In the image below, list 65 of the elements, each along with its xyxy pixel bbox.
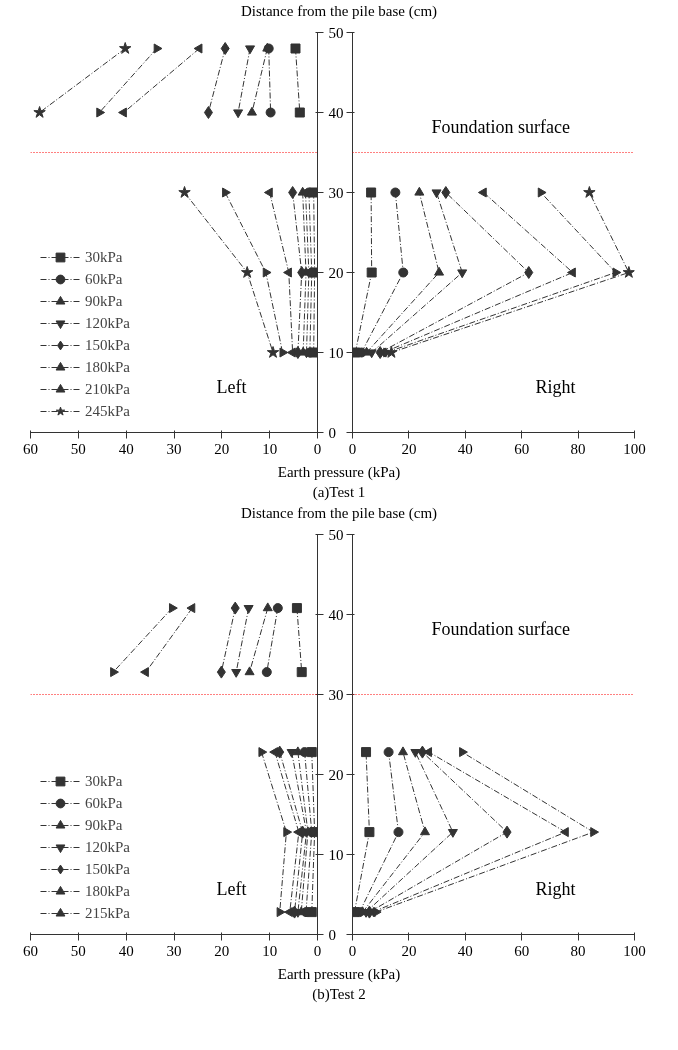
x-tick-label: 50 — [70, 440, 86, 457]
legend-label: 210kPa — [85, 379, 130, 399]
annotation: Foundation surface — [431, 618, 570, 639]
x-tick-label: 60 — [514, 942, 530, 959]
legend-label: 180kPa — [85, 881, 130, 901]
x-tick-label: 100 — [623, 440, 646, 457]
legend-label: 30kPa — [85, 771, 123, 791]
legend-label: 150kPa — [85, 859, 130, 879]
x-tick-label: 20 — [214, 440, 230, 457]
y-tick-label: 50 — [328, 526, 344, 543]
annotation: Left — [216, 878, 247, 899]
x-tick-label: 50 — [70, 942, 86, 959]
legend-label: 120kPa — [85, 837, 130, 857]
x-tick-label: 60 — [23, 440, 38, 457]
legend-label: 60kPa — [85, 793, 123, 813]
x-tick-label: 40 — [118, 440, 134, 457]
y-tick-label: 20 — [328, 264, 344, 281]
x-tick-label: 40 — [457, 942, 473, 959]
x-tick-label: 60 — [514, 440, 530, 457]
y-tick-label: 40 — [328, 104, 344, 121]
legend-label: 180kPa — [85, 357, 130, 377]
y-tick-label: 20 — [328, 766, 344, 783]
x-tick-label: 20 — [401, 942, 417, 959]
x-tick-label: 30 — [166, 440, 182, 457]
x-tick-label: 80 — [570, 942, 586, 959]
y-axis-title: Distance from the pile base (cm) — [240, 2, 438, 21]
x-tick-label: 0 — [348, 440, 357, 457]
x-tick-label: 80 — [570, 440, 586, 457]
legend-label: 90kPa — [85, 815, 123, 835]
x-tick-label: 0 — [313, 942, 322, 959]
legend-label: 120kPa — [85, 313, 130, 333]
x-tick-label: 10 — [262, 942, 278, 959]
y-tick-label: 10 — [328, 846, 344, 863]
text: (a)Test 1 — [312, 483, 366, 502]
legend-label: 215kPa — [85, 903, 130, 923]
annotation: Right — [535, 376, 576, 397]
x-tick-label: 20 — [214, 942, 230, 959]
legend-label: 245kPa — [85, 401, 130, 421]
x-tick-label: 0 — [313, 440, 322, 457]
y-tick-label: 30 — [328, 686, 344, 703]
legend-label: 60kPa — [85, 269, 123, 289]
annotation: Foundation surface — [431, 116, 570, 137]
x-tick-label: 40 — [118, 942, 134, 959]
y-tick-label: 0 — [328, 926, 336, 943]
y-tick-label: 40 — [328, 606, 344, 623]
text: (b)Test 2 — [312, 985, 366, 1004]
legend-label: 30kPa — [85, 247, 123, 267]
y-tick-label: 50 — [328, 24, 344, 41]
x-tick-label: 60 — [23, 942, 38, 959]
x-tick-label: 100 — [623, 942, 646, 959]
annotation: Left — [216, 376, 247, 397]
x-tick-label: 10 — [262, 440, 278, 457]
x-tick-label: 30 — [166, 942, 182, 959]
y-axis-title: Distance from the pile base (cm) — [240, 504, 438, 523]
y-tick-label: 10 — [328, 344, 344, 361]
y-tick-label: 30 — [328, 184, 344, 201]
legend-label: 90kPa — [85, 291, 123, 311]
x-tick-label: 0 — [348, 942, 357, 959]
annotation: Right — [535, 878, 576, 899]
y-tick-label: 0 — [328, 424, 336, 441]
x-tick-label: 20 — [401, 440, 417, 457]
x-axis-title: Earth pressure (kPa) — [277, 463, 401, 482]
x-axis-title: Earth pressure (kPa) — [277, 965, 401, 984]
legend-label: 150kPa — [85, 335, 130, 355]
x-tick-label: 40 — [457, 440, 473, 457]
